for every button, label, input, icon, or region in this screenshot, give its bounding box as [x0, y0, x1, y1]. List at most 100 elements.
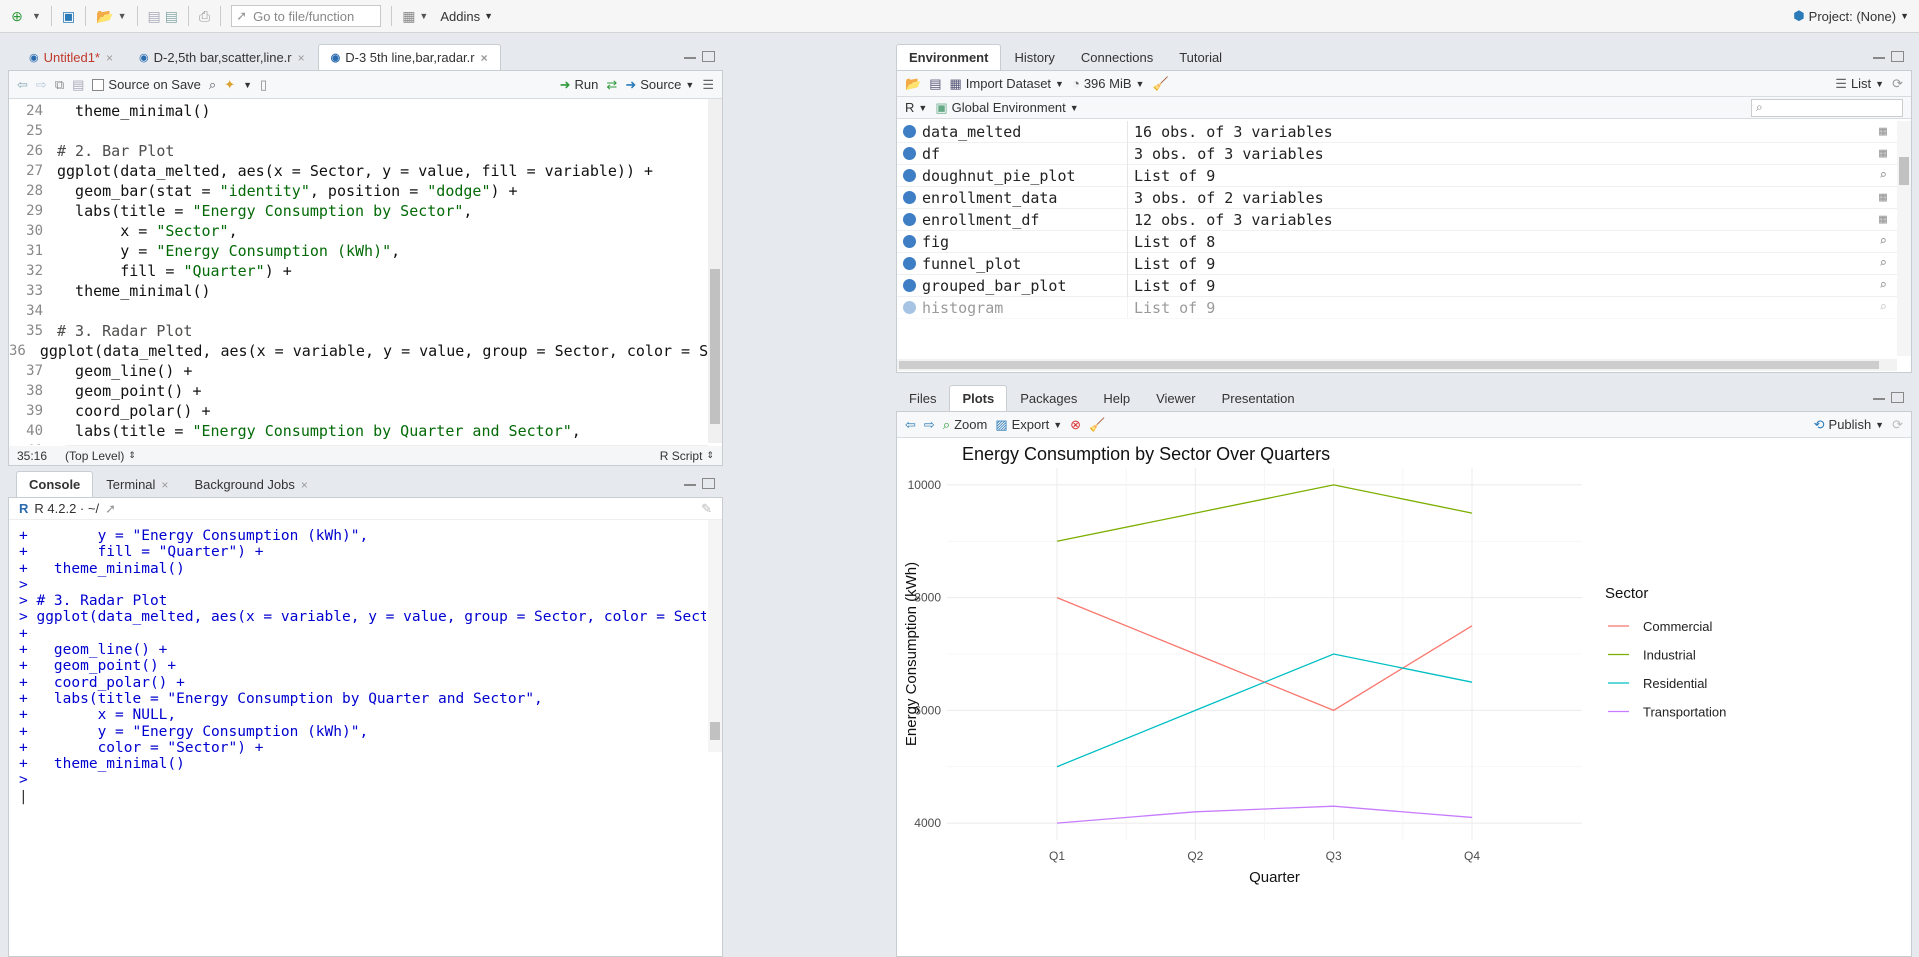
console-vscrollbar[interactable] — [708, 520, 722, 752]
plots-tab[interactable]: Files — [896, 385, 949, 411]
broom-icon[interactable]: 🧹 — [1089, 416, 1106, 432]
export-button[interactable]: ▨ Export ▼ — [995, 417, 1062, 433]
refresh-icon[interactable]: ⟳ — [1892, 75, 1903, 91]
source-button[interactable]: ➜ Source ▼ — [625, 77, 694, 93]
memory-usage[interactable]: ◔ 396 MiB ▼ — [1072, 76, 1144, 91]
save-icon[interactable]: ▤ — [147, 7, 161, 24]
console-tab[interactable]: Background Jobs × — [181, 471, 320, 497]
open-folder-icon[interactable]: 📂 — [96, 7, 114, 24]
console-tab[interactable]: Console — [16, 471, 94, 497]
env-vscroll-thumb[interactable] — [1899, 157, 1909, 185]
maximize-icon[interactable] — [702, 478, 715, 489]
chevron-down-icon[interactable]: ▼ — [32, 11, 41, 21]
console-tab[interactable]: Terminal × — [93, 471, 181, 497]
close-icon[interactable]: × — [297, 50, 305, 65]
import-dataset-button[interactable]: ▦ Import Dataset ▼ — [949, 76, 1063, 92]
env-object-row[interactable]: df 3 obs. of 3 variables ▦ — [897, 142, 1897, 165]
env-object-row[interactable]: data_melted 16 obs. of 3 variables ▦ — [897, 121, 1897, 143]
env-tab[interactable]: Connections — [1068, 44, 1166, 70]
view-table-icon[interactable]: ▦ — [1879, 212, 1887, 227]
next-plot-icon[interactable]: ⇨ — [923, 416, 935, 432]
filetype-selector[interactable]: R Script ⇕ — [660, 449, 714, 463]
remove-plot-icon[interactable]: ⊗ — [1070, 416, 1082, 432]
view-list-icon[interactable]: ⌕ — [1879, 168, 1887, 183]
chevron-down-icon[interactable]: ▼ — [243, 79, 253, 90]
broom-icon[interactable]: 🧹 — [1152, 75, 1169, 91]
editor-tab[interactable]: ◉ D-2,5th bar,scatter,line.r × — [126, 44, 318, 70]
rerun-icon[interactable]: ⇄ — [606, 76, 618, 92]
view-list-icon[interactable]: ⌕ — [1879, 256, 1887, 271]
env-tab[interactable]: History — [1001, 44, 1067, 70]
load-workspace-icon[interactable]: 📂 — [905, 75, 922, 91]
env-vscrollbar[interactable] — [1897, 121, 1911, 356]
run-button[interactable]: ➜ Run — [560, 77, 599, 93]
scope-selector[interactable]: (Top Level) ⇕ — [65, 449, 136, 463]
expand-icon[interactable] — [903, 279, 916, 292]
env-tab[interactable]: Environment — [896, 44, 1002, 70]
console-cursor[interactable]: | — [19, 788, 28, 805]
outline-icon[interactable]: ☰ — [702, 76, 714, 92]
goto-dir-icon[interactable]: ➚ — [105, 500, 116, 516]
maximize-icon[interactable] — [1891, 392, 1904, 403]
save-icon[interactable]: ▤ — [72, 76, 85, 92]
code-tools-icon[interactable]: ✦ — [224, 76, 236, 92]
env-hscroll-thumb[interactable] — [899, 361, 1879, 369]
plots-tab[interactable]: Viewer — [1143, 385, 1209, 411]
env-hscrollbar[interactable] — [897, 359, 1897, 371]
source-on-save-checkbox[interactable]: Source on Save — [92, 77, 201, 92]
close-icon[interactable]: × — [300, 477, 308, 492]
project-menu[interactable]: ⬢ Project: (None) ▼ — [1793, 8, 1909, 24]
console-vscroll-thumb[interactable] — [710, 722, 720, 740]
refresh-icon[interactable]: ⟳ — [1892, 416, 1903, 432]
env-object-row[interactable]: enrollment_data 3 obs. of 2 variables ▦ — [897, 186, 1897, 209]
maximize-icon[interactable] — [702, 51, 715, 62]
expand-icon[interactable] — [903, 257, 916, 270]
minimize-icon[interactable] — [1873, 396, 1885, 400]
search-icon[interactable]: ⌕ — [208, 76, 217, 92]
plots-tab[interactable]: Help — [1090, 385, 1143, 411]
console-output[interactable]: + y = "Energy Consumption (kWh)", + fill … — [19, 528, 706, 950]
maximize-icon[interactable] — [1891, 51, 1904, 62]
env-object-row[interactable]: grouped_bar_plot List of 9 ⌕ — [897, 274, 1897, 297]
checkbox-icon[interactable] — [92, 78, 105, 91]
publish-button[interactable]: ⟲ Publish ▼ — [1814, 417, 1884, 433]
minimize-icon[interactable] — [1873, 55, 1885, 59]
clear-console-icon[interactable]: ✎ — [701, 500, 712, 516]
save-all-icon[interactable]: ▤ — [164, 7, 178, 24]
editor-tab[interactable]: ◉ D-3 5th line,bar,radar.r × — [317, 44, 501, 70]
new-file-icon[interactable]: ⊕ — [11, 7, 23, 24]
addins-menu[interactable]: Addins ▼ — [440, 9, 493, 24]
editor-vscrollbar[interactable] — [708, 99, 722, 443]
previous-plot-icon[interactable]: ⇦ — [905, 416, 916, 432]
chevron-down-icon[interactable]: ▼ — [419, 11, 429, 21]
zoom-button[interactable]: ⌕ Zoom — [943, 417, 988, 433]
env-object-row[interactable]: funnel_plot List of 9 ⌕ — [897, 252, 1897, 275]
back-arrow-icon[interactable]: ⇦ — [17, 76, 28, 92]
view-table-icon[interactable]: ▦ — [1879, 124, 1887, 139]
view-table-icon[interactable]: ▦ — [1879, 146, 1887, 161]
expand-icon[interactable] — [903, 301, 916, 314]
language-selector[interactable]: R ▼ — [905, 100, 927, 115]
expand-icon[interactable] — [903, 147, 916, 160]
view-table-icon[interactable]: ▦ — [1879, 190, 1887, 205]
view-list-icon[interactable]: ⌕ — [1879, 234, 1887, 249]
expand-icon[interactable] — [903, 191, 916, 204]
new-project-icon[interactable]: ▣ — [61, 7, 76, 24]
show-in-window-icon[interactable]: ⧉ — [54, 76, 65, 92]
expand-icon[interactable] — [903, 169, 916, 182]
expand-icon[interactable] — [903, 125, 916, 138]
compile-report-icon[interactable]: ▯ — [260, 76, 268, 92]
env-object-row[interactable]: doughnut_pie_plot List of 9 ⌕ — [897, 164, 1897, 187]
goto-file-input[interactable]: ➚ Go to file/function — [231, 5, 382, 27]
env-object-row[interactable]: fig List of 8 ⌕ — [897, 230, 1897, 253]
expand-icon[interactable] — [903, 213, 916, 226]
minimize-icon[interactable] — [684, 55, 696, 59]
plots-tab[interactable]: Packages — [1007, 385, 1090, 411]
plots-tab[interactable]: Plots — [949, 385, 1008, 411]
list-view-selector[interactable]: ☰ List ▼ — [1835, 76, 1884, 92]
env-object-row[interactable]: histogram List of 9 ⌕ — [897, 296, 1897, 319]
expand-icon[interactable] — [903, 235, 916, 248]
close-icon[interactable]: × — [105, 50, 113, 65]
minimize-icon[interactable] — [684, 482, 696, 486]
print-icon[interactable]: ⎙ — [198, 7, 211, 24]
